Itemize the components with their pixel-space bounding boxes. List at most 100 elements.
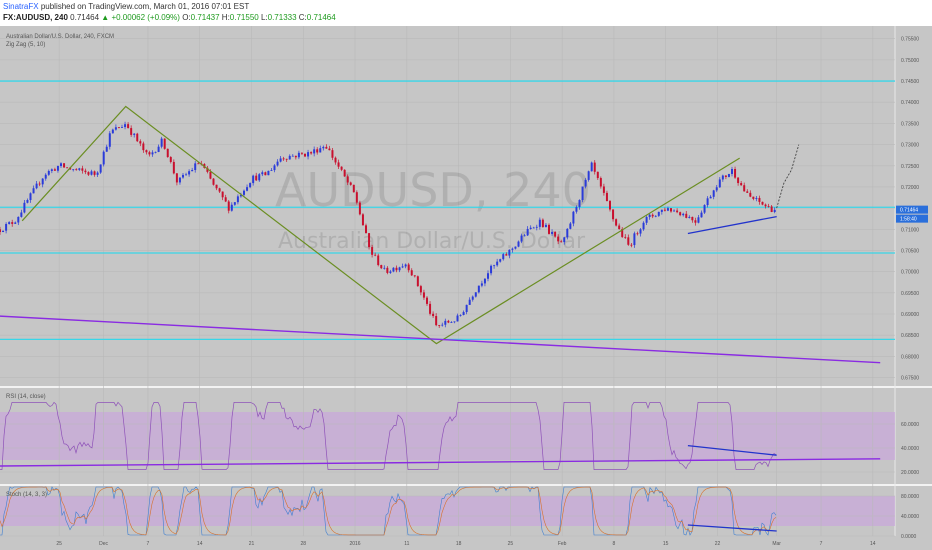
candle-up xyxy=(108,133,111,147)
candle-up xyxy=(569,223,572,229)
countdown-tag xyxy=(896,214,928,223)
candle-down xyxy=(505,254,508,256)
price-change: +0.00062 (+0.09%) xyxy=(111,13,180,22)
candle-down xyxy=(197,163,200,165)
change-up-icon: ▲ xyxy=(101,13,110,22)
candle-down xyxy=(209,171,212,179)
candle-up xyxy=(697,217,700,223)
rsi-trendline[interactable] xyxy=(0,458,881,467)
candle-down xyxy=(325,146,328,149)
candle-down xyxy=(380,265,383,269)
rsi-line xyxy=(0,401,777,470)
candle-down xyxy=(758,197,761,202)
candle-up xyxy=(517,241,520,247)
candle-up xyxy=(20,212,23,217)
candle-up xyxy=(188,171,191,175)
time-tick-label: Dec xyxy=(99,541,108,547)
time-tick-label: 2016 xyxy=(349,541,360,547)
candle-up xyxy=(654,215,657,217)
time-tick-label: 11 xyxy=(404,541,409,547)
candle-down xyxy=(87,172,90,175)
candle-up xyxy=(718,179,721,188)
low-value: 0.71333 xyxy=(267,13,297,22)
price-tick-label: 0.75000 xyxy=(901,58,919,64)
ohlc-line: FX:AUDUSD, 240 0.71464 ▲ +0.00062 (+0.09… xyxy=(3,13,336,22)
candle-up xyxy=(441,324,444,326)
candle-up xyxy=(535,226,538,228)
candle-down xyxy=(346,176,349,183)
candle-down xyxy=(169,157,172,162)
candle-up xyxy=(90,171,93,175)
publish-line: SinatraFX published on TradingView.com, … xyxy=(3,2,249,11)
candle-down xyxy=(11,222,14,224)
low-label: L: xyxy=(260,13,268,22)
candle-up xyxy=(313,149,316,154)
candle-down xyxy=(435,316,438,326)
candle-up xyxy=(642,222,645,230)
candle-down xyxy=(117,127,120,129)
candle-down xyxy=(670,208,672,212)
candle-down xyxy=(413,275,416,277)
candle-down xyxy=(599,178,602,187)
candle-up xyxy=(572,211,575,224)
candle-up xyxy=(706,198,709,206)
zigzag-line[interactable] xyxy=(21,105,740,345)
candle-down xyxy=(694,220,697,223)
open-label: O: xyxy=(182,13,191,22)
candle-up xyxy=(514,246,517,249)
price-divergence-line[interactable] xyxy=(687,215,777,235)
candle-up xyxy=(471,296,474,300)
candle-up xyxy=(401,266,404,268)
candle-down xyxy=(38,183,41,185)
stoch-d-line xyxy=(0,486,777,536)
candle-up xyxy=(279,158,282,162)
candle-down xyxy=(365,225,367,234)
price-tick-label: 0.74500 xyxy=(901,79,919,85)
candle-down xyxy=(560,241,563,243)
candle-down xyxy=(663,209,666,211)
candle-down xyxy=(300,152,303,154)
time-tick-label: 21 xyxy=(249,541,255,547)
candle-up xyxy=(480,283,483,286)
candle-down xyxy=(331,150,334,158)
candle-down xyxy=(770,206,773,212)
candle-down xyxy=(416,276,419,287)
candle-down xyxy=(377,255,380,266)
stoch-divergence-line[interactable] xyxy=(687,524,777,532)
time-tick-label: 22 xyxy=(715,541,721,547)
candle-up xyxy=(523,235,526,237)
candle-down xyxy=(630,244,633,246)
candle-up xyxy=(8,222,11,225)
candle-up xyxy=(133,133,136,135)
stoch-title: Stoch (14, 3, 3) xyxy=(6,492,47,498)
chart-header: SinatraFX published on TradingView.com, … xyxy=(0,0,932,26)
time-tick-label: 7 xyxy=(820,541,823,547)
rsi-divergence-line[interactable] xyxy=(687,444,777,456)
candle-up xyxy=(288,155,291,160)
candle-down xyxy=(328,148,331,151)
candle-down xyxy=(371,247,374,255)
candle-down xyxy=(438,325,441,326)
candle-down xyxy=(172,161,175,174)
candle-up xyxy=(502,254,505,260)
price-projection-path[interactable] xyxy=(776,144,800,209)
author-name[interactable]: SinatraFX xyxy=(3,2,39,11)
stoch-tick-label: 0.0000 xyxy=(901,534,917,540)
candle-up xyxy=(178,177,181,183)
candle-up xyxy=(581,186,584,201)
candle-down xyxy=(368,233,371,248)
candle-down xyxy=(548,224,550,234)
candle-down xyxy=(624,236,627,238)
candle-down xyxy=(218,188,221,192)
candle-down xyxy=(206,167,209,172)
price-trendline[interactable] xyxy=(0,315,881,364)
candle-up xyxy=(566,228,569,238)
candle-down xyxy=(407,264,410,271)
candle-up xyxy=(487,273,489,279)
pane-separator xyxy=(0,386,932,388)
time-tick-label: 15 xyxy=(663,541,669,547)
candle-down xyxy=(145,150,148,153)
candle-down xyxy=(316,149,319,153)
chart-canvas[interactable]: AUDUSD, 240 Australian Dollar/U.S. Dolla… xyxy=(0,26,932,550)
candle-down xyxy=(148,152,151,155)
